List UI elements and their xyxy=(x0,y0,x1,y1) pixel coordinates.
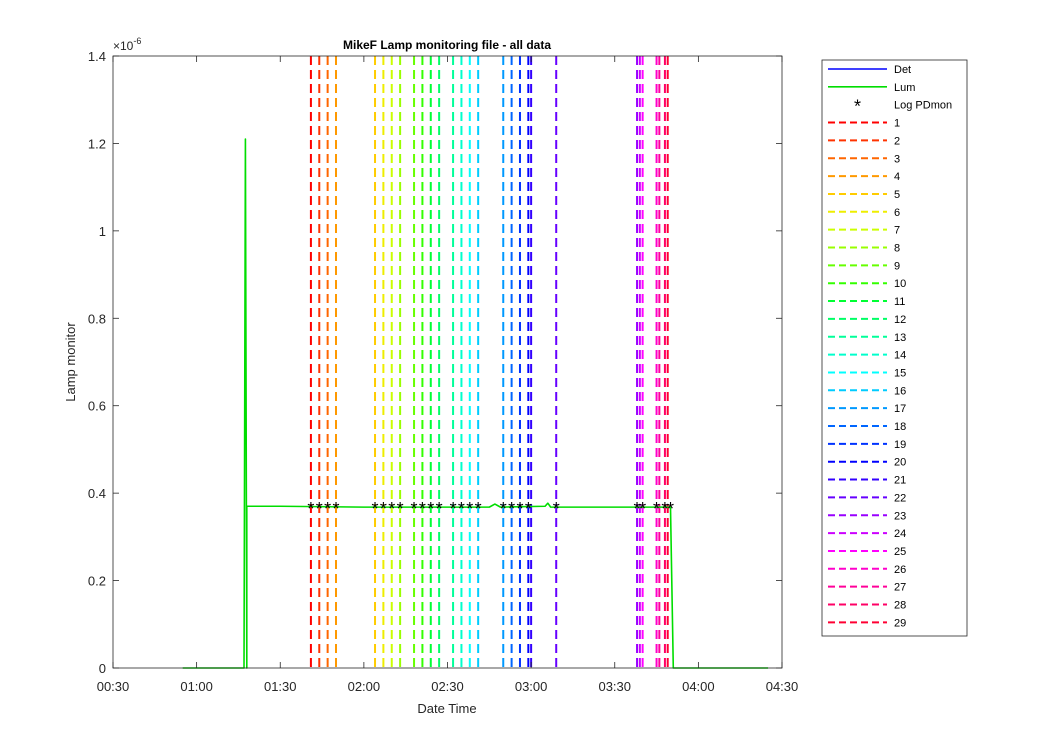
log-pdmon-marker: * xyxy=(553,499,560,519)
log-pdmon-marker: * xyxy=(516,499,523,519)
x-tick-label: 02:30 xyxy=(431,679,464,694)
legend-label: 8 xyxy=(894,243,900,255)
y-tick-label: 0.6 xyxy=(88,399,106,414)
vertical-lines-group xyxy=(309,56,669,668)
legend-label: 24 xyxy=(894,528,906,540)
x-tick-label: 00:30 xyxy=(97,679,130,694)
log-pdmon-marker: * xyxy=(332,499,339,519)
x-tick-label: 01:30 xyxy=(264,679,297,694)
legend-box xyxy=(821,59,968,637)
log-pdmon-marker: * xyxy=(380,499,387,519)
legend-label: 11 xyxy=(894,296,905,308)
log-pdmon-marker: * xyxy=(667,499,674,519)
y-tick-label: 0.2 xyxy=(88,574,106,589)
x-axis-label: Date Time xyxy=(417,701,476,716)
legend-label: 15 xyxy=(894,367,906,379)
log-pdmon-marker: * xyxy=(653,499,660,519)
legend-label: 27 xyxy=(894,582,906,594)
legend-label: 19 xyxy=(894,439,906,451)
y-tick-label: 1 xyxy=(99,224,106,239)
y-exponent-power: -6 xyxy=(133,36,141,46)
log-pdmon-marker: * xyxy=(500,499,507,519)
legend-label: 10 xyxy=(894,278,906,290)
x-tick-label: 03:00 xyxy=(515,679,548,694)
log-pdmon-marker: * xyxy=(411,499,418,519)
x-tick-label: 04:00 xyxy=(682,679,715,694)
log-pdmon-marker: * xyxy=(372,499,379,519)
legend-label: 3 xyxy=(894,153,900,165)
log-pdmon-marker: * xyxy=(466,499,473,519)
legend-label: Log PDmon xyxy=(894,100,952,112)
legend-label: 18 xyxy=(894,421,906,433)
legend-label: 22 xyxy=(894,492,906,504)
x-tick-label: 02:00 xyxy=(348,679,381,694)
log-pdmon-marker: * xyxy=(661,499,668,519)
legend-label: 23 xyxy=(894,510,906,522)
log-pdmon-marker: * xyxy=(316,499,323,519)
legend-label: Det xyxy=(894,64,911,76)
legend-label: 6 xyxy=(894,207,900,219)
log-pdmon-marker: * xyxy=(508,499,515,519)
legend-label: 13 xyxy=(894,332,906,344)
legend-label: 26 xyxy=(894,564,906,576)
legend-label: 17 xyxy=(894,403,906,415)
log-pdmon-marker: * xyxy=(436,499,443,519)
log-pdmon-marker: * xyxy=(458,499,465,519)
y-tick-label: 0.4 xyxy=(88,486,106,501)
log-pdmon-marker: * xyxy=(388,499,395,519)
series-line-lum xyxy=(182,138,769,669)
legend-label: 16 xyxy=(894,385,906,397)
legend-label: 21 xyxy=(894,475,906,487)
y-ticks-group: 0 0.2 0.4 0.6 0.8 1 1.2 1.4 xyxy=(88,49,782,676)
log-pdmon-marker: * xyxy=(639,499,646,519)
legend-label: 14 xyxy=(894,350,906,362)
chart-title: MikeF Lamp monitoring file - all data xyxy=(343,38,551,52)
legend-label: 12 xyxy=(894,314,906,326)
legend-label: 4 xyxy=(894,171,900,183)
log-pdmon-marker: * xyxy=(525,499,532,519)
log-pdmon-marker: * xyxy=(427,499,434,519)
legend-label: 29 xyxy=(894,617,906,629)
x-tick-label: 04:30 xyxy=(766,679,799,694)
log-pdmon-marker: * xyxy=(475,499,482,519)
y-tick-label: 0 xyxy=(99,661,106,676)
log-pdmon-marker: * xyxy=(634,499,641,519)
legend-swatch-log-pdmon: * xyxy=(854,97,861,117)
y-axis-label: Lamp monitor xyxy=(63,322,78,402)
x-ticks-group: 00:30 01:00 01:30 02:00 02:30 03:00 03:30 04:00… xyxy=(97,56,799,694)
log-pdmon-marker: * xyxy=(324,499,331,519)
y-axis-exponent: ×10-6 xyxy=(113,36,141,53)
y-exponent-base: ×10 xyxy=(113,39,134,53)
legend-label: 1 xyxy=(894,118,900,130)
log-pdmon-marker: * xyxy=(419,499,426,519)
y-tick-label: 1.4 xyxy=(88,49,106,64)
log-pdmon-marker: * xyxy=(307,499,314,519)
legend-label: 25 xyxy=(894,546,906,558)
legend-label: 5 xyxy=(894,189,900,201)
y-tick-label: 1.2 xyxy=(88,136,106,151)
legend-label: 7 xyxy=(894,225,900,237)
legend-label: 20 xyxy=(894,457,906,469)
legend-label: 28 xyxy=(894,600,906,612)
series-group xyxy=(182,138,769,669)
x-tick-label: 03:30 xyxy=(598,679,631,694)
markers-group: * * * * * * * * * * * * * * * * * * * * * ** * ** xyxy=(307,499,674,519)
plot-area xyxy=(113,56,782,668)
legend-label: 9 xyxy=(894,260,900,272)
x-tick-label: 01:00 xyxy=(180,679,213,694)
legend-label: 2 xyxy=(894,135,900,147)
log-pdmon-marker: * xyxy=(450,499,457,519)
legend-label: Lum xyxy=(894,82,915,94)
y-tick-label: 0.8 xyxy=(88,311,106,326)
log-pdmon-marker: * xyxy=(397,499,404,519)
